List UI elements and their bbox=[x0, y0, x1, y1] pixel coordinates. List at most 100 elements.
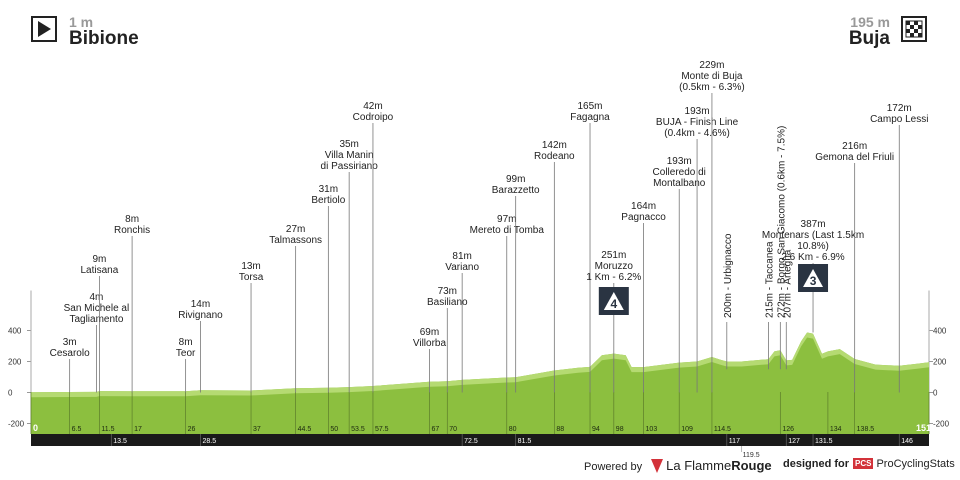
start-altitude: 1 m bbox=[69, 14, 94, 30]
km-label-top: 103 bbox=[646, 426, 658, 433]
km-label-top: 70 bbox=[449, 426, 457, 433]
y-tick-label-right: 400 bbox=[933, 327, 947, 336]
point-label: 165m bbox=[578, 101, 603, 112]
point-label: Campo Lessi bbox=[870, 114, 928, 125]
km-label-bottom: 131.5 bbox=[815, 438, 833, 445]
km-label-top: 114.5 bbox=[714, 426, 731, 433]
elevation-top-band bbox=[31, 332, 929, 398]
km-label-top: 126 bbox=[782, 426, 794, 433]
finish-altitude: 195 m bbox=[850, 14, 890, 30]
y-tick-label-left: 200 bbox=[8, 358, 22, 367]
km-label-top: 151 bbox=[916, 423, 931, 433]
finish-town: Buja bbox=[848, 28, 890, 49]
y-tick-label-right: -200 bbox=[933, 420, 950, 429]
km-label-top: 109 bbox=[681, 426, 693, 433]
point-label: Gemona del Friuli bbox=[815, 152, 894, 163]
vertical-point-label: 272m - Borgo San Giacomo (0.6km - 7.5%) bbox=[776, 126, 787, 318]
km-label-top: 80 bbox=[509, 426, 517, 433]
distance-bar bbox=[31, 434, 929, 446]
point-label: Codroipo bbox=[353, 112, 394, 123]
designed-for-text: designed for bbox=[783, 458, 850, 470]
footer-powered: Powered by La FlammeRouge bbox=[584, 458, 772, 473]
point-label: Colleredo di bbox=[653, 167, 706, 178]
flamme-rouge-icon bbox=[651, 459, 664, 473]
km-label-top: 67 bbox=[431, 426, 439, 433]
point-label: BUJA - Finish Line bbox=[656, 117, 739, 128]
footer-designed: designed for PCS ProCyclingStats bbox=[783, 458, 955, 470]
km-label-top: 94 bbox=[592, 426, 600, 433]
brand-la-flamme: La Flamme bbox=[666, 458, 732, 473]
point-label: 142m bbox=[542, 140, 567, 151]
point-label: 8m bbox=[125, 214, 139, 225]
point-label: 31m bbox=[319, 184, 338, 195]
point-label: 251m bbox=[601, 250, 626, 261]
point-label: Tagliamento bbox=[69, 314, 123, 325]
km-label-top: 17 bbox=[134, 426, 142, 433]
point-label: Talmassons bbox=[269, 235, 322, 246]
powered-by-text: Powered by bbox=[584, 461, 643, 473]
km-label-bottom: 13.5 bbox=[113, 438, 127, 445]
point-label: 10.8%) bbox=[797, 241, 829, 252]
point-label: 27m bbox=[286, 224, 305, 235]
point-label: Monte di Buja bbox=[681, 71, 743, 82]
point-label: 229m bbox=[699, 60, 724, 71]
km-label-top: 0 bbox=[33, 423, 38, 433]
point-label: 172m bbox=[887, 103, 912, 114]
point-label: 164m bbox=[631, 201, 656, 212]
point-label: 35m bbox=[339, 139, 358, 150]
start-town: Bibione bbox=[69, 28, 139, 49]
point-label: Rivignano bbox=[178, 310, 223, 321]
pcs-badge: PCS bbox=[853, 458, 874, 469]
point-label: di Passiriano bbox=[321, 161, 379, 172]
finish-flag bbox=[901, 16, 927, 42]
point-label: Teor bbox=[176, 348, 196, 359]
finish-header: 195 m Buja bbox=[849, 15, 890, 49]
km-label-bottom: 28.5 bbox=[202, 438, 216, 445]
point-label: (0.5km - 6.3%) bbox=[679, 82, 745, 93]
km-label-bottom: 146 bbox=[901, 438, 913, 445]
point-label: 8m bbox=[179, 337, 193, 348]
point-label: Basiliano bbox=[427, 297, 468, 308]
km-label-top: 26 bbox=[188, 426, 196, 433]
point-label: 4m bbox=[89, 292, 103, 303]
km-label-top: 50 bbox=[330, 426, 338, 433]
point-label: 42m bbox=[363, 101, 382, 112]
play-flag-icon bbox=[38, 21, 51, 37]
km-label-top: 11.5 bbox=[101, 426, 114, 433]
point-label: Cesarolo bbox=[50, 348, 90, 359]
start-header: 1 m Bibione bbox=[69, 15, 139, 49]
km-label-top: 57.5 bbox=[375, 426, 389, 433]
km-label-bottom: 81.5 bbox=[518, 438, 532, 445]
point-label: Fagagna bbox=[570, 112, 610, 123]
km-label-bottom: 127 bbox=[788, 438, 800, 445]
point-label: San Michele al bbox=[64, 303, 130, 314]
point-label: Montenars (Last 1.5km bbox=[762, 230, 864, 241]
climb-badge-triangle bbox=[803, 269, 824, 287]
y-tick-label-right: 200 bbox=[933, 358, 947, 367]
point-label: Rodeano bbox=[534, 151, 575, 162]
y-tick-label-left: -200 bbox=[8, 420, 25, 429]
climb-category: 4 bbox=[610, 297, 617, 311]
point-label: 81m bbox=[452, 251, 471, 262]
point-label: 1 Km - 6.2% bbox=[586, 272, 641, 283]
point-label: Ronchis bbox=[114, 225, 150, 236]
y-tick-label-left: 400 bbox=[8, 327, 22, 336]
point-label: Moruzzo bbox=[595, 261, 634, 272]
km-label-top: 138.5 bbox=[857, 426, 875, 433]
km-label-top: 88 bbox=[556, 426, 564, 433]
point-label: 9m bbox=[92, 254, 106, 265]
point-label: 216m bbox=[842, 141, 867, 152]
point-label: 69m bbox=[420, 327, 439, 338]
point-label: Variano bbox=[445, 262, 479, 273]
point-label: 2.6 Km - 6.9% bbox=[781, 252, 844, 263]
point-label: Torsa bbox=[239, 272, 264, 283]
point-label: Montalbano bbox=[653, 178, 706, 189]
km-label-top: 37 bbox=[253, 426, 261, 433]
y-tick-label-left: 0 bbox=[8, 389, 13, 398]
point-label: 99m bbox=[506, 174, 525, 185]
brand-rouge: Rouge bbox=[731, 458, 772, 473]
km-label-top: 6.5 bbox=[72, 426, 82, 433]
point-label: Bertiolo bbox=[311, 195, 345, 206]
